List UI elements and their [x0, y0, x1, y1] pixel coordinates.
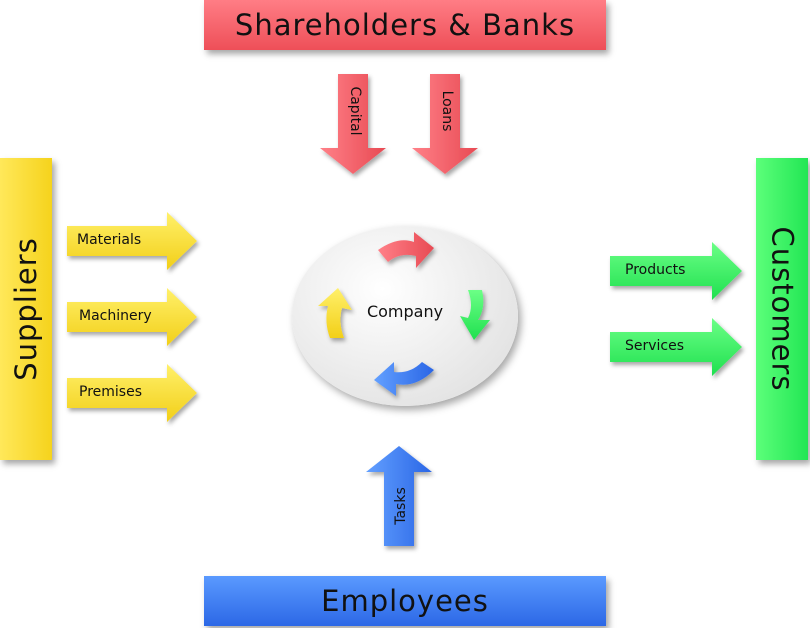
machinery-label: Machinery	[79, 308, 152, 324]
premises-arrow	[67, 364, 197, 422]
loans-label: Loans	[439, 90, 455, 132]
capital-arrow	[320, 74, 386, 174]
suppliers-box: Suppliers	[0, 158, 52, 460]
employees-box: Employees	[204, 576, 606, 626]
shareholders-banks-box: Shareholders & Banks	[204, 0, 606, 50]
cycle-arrow-red	[378, 232, 434, 268]
materials-label: Materials	[77, 232, 142, 248]
services-label: Services	[625, 338, 685, 354]
cycle-arrow-green	[460, 290, 490, 340]
employees-label: Employees	[321, 584, 489, 618]
suppliers-label: Suppliers	[9, 237, 43, 381]
loans-arrow	[412, 74, 478, 174]
tasks-label: Tasks	[393, 487, 409, 525]
customers-label: Customers	[765, 226, 800, 392]
premises-label: Premises	[79, 384, 142, 400]
customers-box: Customers	[756, 158, 808, 460]
materials-arrow	[67, 212, 197, 270]
products-arrow	[610, 242, 742, 300]
capital-label: Capital	[347, 86, 363, 136]
products-label: Products	[625, 262, 686, 278]
shareholders-banks-label: Shareholders & Banks	[234, 8, 576, 42]
machinery-arrow	[67, 288, 197, 346]
company-label: Company	[366, 302, 444, 321]
cycle-arrow-yellow	[318, 288, 352, 338]
tasks-arrow	[366, 446, 432, 546]
cycle-arrow-blue	[374, 362, 434, 396]
services-arrow	[610, 318, 742, 376]
